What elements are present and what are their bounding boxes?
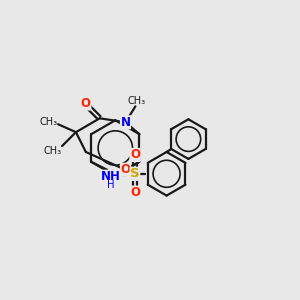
Text: NH: NH bbox=[101, 170, 121, 183]
Text: CH₃: CH₃ bbox=[127, 97, 146, 106]
Text: O: O bbox=[130, 186, 140, 199]
Text: CH₃: CH₃ bbox=[39, 117, 57, 127]
Text: N: N bbox=[121, 116, 130, 129]
Text: CH₃: CH₃ bbox=[43, 146, 61, 156]
Text: O: O bbox=[130, 148, 140, 161]
Text: O: O bbox=[121, 163, 130, 176]
Text: H: H bbox=[107, 180, 115, 190]
Text: O: O bbox=[81, 97, 91, 110]
Text: S: S bbox=[130, 167, 140, 180]
